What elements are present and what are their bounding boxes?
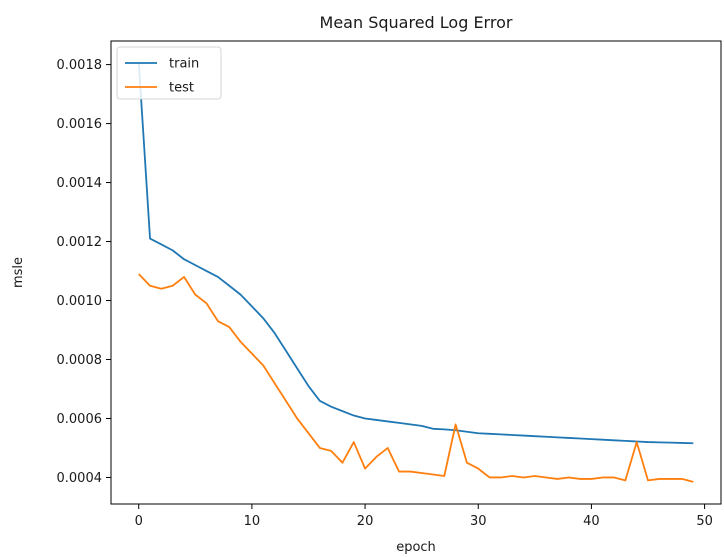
y-tick-label: 0.0004 bbox=[57, 471, 103, 486]
x-tick-label: 40 bbox=[583, 514, 600, 529]
x-tick-label: 50 bbox=[696, 514, 713, 529]
series-line-train bbox=[137, 61, 694, 445]
y-axis-label: msle bbox=[11, 257, 26, 288]
plot-frame bbox=[110, 40, 722, 505]
x-axis-label: epoch bbox=[396, 540, 436, 555]
y-tick-label: 0.0018 bbox=[57, 58, 103, 73]
x-tick-label: 20 bbox=[357, 514, 374, 529]
legend-label-train: train bbox=[169, 57, 199, 72]
legend: train test bbox=[116, 46, 222, 100]
y-axis: 0.0004 0.0006 0.0008 0.0010 0.0012 0.0014 0.00… bbox=[57, 58, 111, 486]
y-tick-label: 0.0012 bbox=[57, 235, 103, 250]
series-line-test bbox=[138, 273, 694, 483]
x-tick-label: 0 bbox=[135, 514, 143, 529]
y-tick-label: 0.0006 bbox=[57, 412, 103, 427]
x-axis: 0 10 20 30 40 50 bbox=[135, 504, 713, 529]
y-tick-label: 0.0014 bbox=[57, 176, 103, 191]
legend-label-test: test bbox=[169, 81, 194, 96]
y-tick-label: 0.0010 bbox=[57, 294, 103, 309]
chart-title: Mean Squared Log Error bbox=[320, 13, 513, 32]
x-tick-label: 10 bbox=[244, 514, 261, 529]
y-tick-label: 0.0016 bbox=[57, 117, 103, 132]
legend-box bbox=[116, 46, 222, 100]
y-tick-label: 0.0008 bbox=[57, 353, 103, 368]
x-tick-label: 30 bbox=[470, 514, 487, 529]
series-layer bbox=[137, 61, 694, 483]
